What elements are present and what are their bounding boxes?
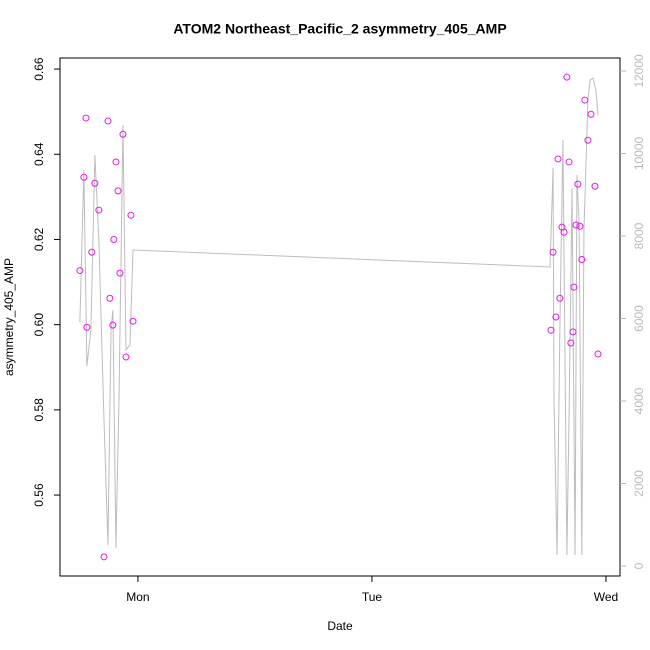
data-point <box>552 313 560 321</box>
data-point <box>119 130 127 138</box>
data-point <box>591 182 599 190</box>
chart-title: ATOM2 Northeast_Pacific_2 asymmetry_405_… <box>173 21 506 37</box>
y2-tick-label: 4000 <box>632 387 646 414</box>
data-point <box>109 321 117 329</box>
data-line <box>79 77 599 556</box>
y2-tick-label: 12000 <box>632 54 646 88</box>
data-point <box>76 267 84 275</box>
data-point <box>91 179 99 187</box>
data-point <box>581 96 589 104</box>
x-tick-label: Mon <box>126 590 149 604</box>
data-point <box>88 248 96 256</box>
data-point <box>584 136 592 144</box>
data-point <box>106 294 114 302</box>
plot-box <box>59 57 621 577</box>
data-point <box>80 173 88 181</box>
data-point <box>572 221 580 229</box>
y2-tick-label: 6000 <box>632 305 646 332</box>
y-tick-label: 0.56 <box>32 483 46 507</box>
y2-tick-label: 10000 <box>632 136 646 170</box>
data-point <box>122 353 130 361</box>
data-point <box>116 269 124 277</box>
x-axis-label: Date <box>327 619 353 633</box>
data-point <box>547 326 555 334</box>
data-point <box>560 228 568 236</box>
y2-tick-label: 2000 <box>632 470 646 497</box>
data-point <box>104 117 112 125</box>
y-tick-label: 0.60 <box>32 313 46 337</box>
data-point <box>112 158 120 166</box>
data-point <box>563 73 571 81</box>
data-point <box>594 350 602 358</box>
data-point <box>82 114 90 122</box>
data-point <box>587 110 595 118</box>
data-point <box>114 187 122 195</box>
data-point <box>578 255 586 263</box>
data-point <box>554 155 562 163</box>
data-point <box>100 553 108 561</box>
data-point <box>129 317 137 325</box>
y-tick-label: 0.58 <box>32 398 46 422</box>
data-point <box>574 180 582 188</box>
data-point <box>110 235 118 243</box>
data-point <box>570 283 578 291</box>
y-tick-label: 0.66 <box>32 57 46 81</box>
y-tick-label: 0.62 <box>32 227 46 251</box>
data-point <box>127 211 135 219</box>
data-point <box>567 339 575 347</box>
data-point <box>576 222 584 230</box>
data-point <box>83 323 91 331</box>
data-point <box>556 294 564 302</box>
y-tick-label: 0.64 <box>32 142 46 166</box>
y2-tick-label: 8000 <box>632 222 646 249</box>
data-point <box>95 206 103 214</box>
y-axis-label: asymmetry_405_AMP <box>2 258 16 376</box>
x-tick-label: Wed <box>594 590 618 604</box>
data-point <box>549 248 557 256</box>
data-point <box>569 328 577 336</box>
y2-tick-label: 0 <box>632 562 646 569</box>
x-tick-label: Tue <box>362 590 383 604</box>
data-point <box>565 158 573 166</box>
